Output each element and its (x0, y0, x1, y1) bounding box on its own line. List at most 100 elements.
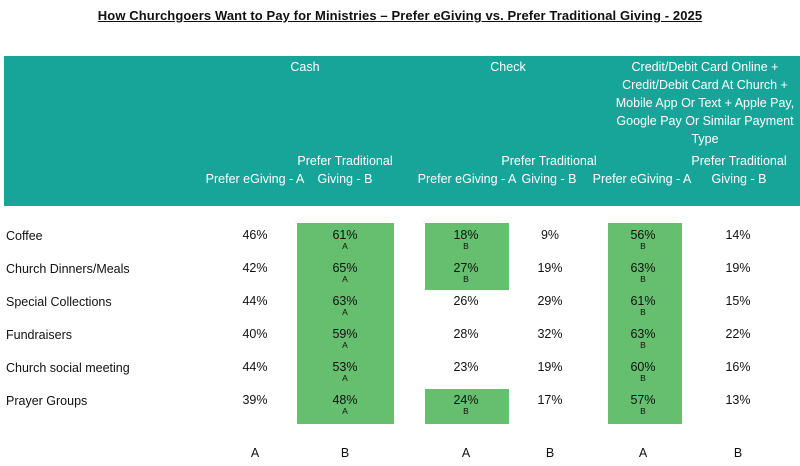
cell-value: 63% (630, 327, 656, 341)
table-cell: 29% (510, 294, 590, 308)
cell-value: 56% (630, 228, 656, 242)
significance-letter: A (342, 274, 348, 284)
table-cell: 13% (698, 393, 778, 407)
table-cell: 26% (426, 294, 506, 308)
row-label: Coffee (6, 229, 43, 243)
cell-value: 61% (332, 228, 358, 242)
table-cell: 61% B (603, 294, 683, 317)
cell-value: 29% (537, 294, 563, 308)
subheader-cash-traditional: Prefer Traditional Giving - B (297, 154, 393, 186)
table-cell: 59% A (305, 327, 385, 350)
cell-value: 13% (725, 393, 751, 407)
table-cell: 24% B (426, 393, 506, 416)
significance-letter: B (640, 274, 646, 284)
table-cell: 63% B (603, 261, 683, 284)
cell-value: 46% (242, 228, 268, 242)
cell-value: 19% (537, 261, 563, 275)
significance-letter: B (463, 406, 469, 416)
cell-value: 18% (453, 228, 479, 242)
cell-value: 42% (242, 261, 268, 275)
cell-value: 32% (537, 327, 563, 341)
table-cell: 9% (510, 228, 590, 242)
cell-value: 61% (630, 294, 656, 308)
table-cell: 18% B (426, 228, 506, 251)
cell-value: 59% (332, 327, 358, 341)
cell-value: 22% (725, 327, 751, 341)
table-cell: 22% (698, 327, 778, 341)
table-cell: 27% B (426, 261, 506, 284)
table-cell: 44% (215, 294, 295, 308)
significance-letter: A (342, 406, 348, 416)
row-label: Church social meeting (6, 361, 130, 375)
highlight-check-egiving-top (425, 223, 509, 290)
significance-letter: B (640, 406, 646, 416)
table-cell: 53% A (305, 360, 385, 383)
subheader-card-egiving: Prefer eGiving - A (592, 172, 692, 186)
table-cell: 19% (510, 360, 590, 374)
cell-value: 28% (453, 327, 479, 341)
significance-letter: B (463, 241, 469, 251)
table-cell: 56% B (603, 228, 683, 251)
cell-value: 39% (242, 393, 268, 407)
significance-letter: B (463, 274, 469, 284)
group-header-card: Credit/Debit Card Online + Credit/Debit … (615, 60, 795, 146)
table-cell: 65% A (305, 261, 385, 284)
table-cell: 40% (215, 327, 295, 341)
table-cell: 63% B (603, 327, 683, 350)
table-cell: 32% (510, 327, 590, 341)
table-cell: 61% A (305, 228, 385, 251)
table-cell: 28% (426, 327, 506, 341)
table-cell: 15% (698, 294, 778, 308)
row-label: Fundraisers (6, 328, 72, 342)
highlight-check-egiving-bottom (425, 389, 509, 424)
cell-value: 14% (725, 228, 751, 242)
highlight-card-egiving (608, 223, 682, 424)
cell-value: 9% (540, 228, 560, 242)
cell-value: 16% (725, 360, 751, 374)
row-label: Special Collections (6, 295, 112, 309)
cell-value: 57% (630, 393, 656, 407)
cell-value: 63% (332, 294, 358, 308)
significance-letter: B (640, 307, 646, 317)
cell-value: 48% (332, 393, 358, 407)
subheader-check-egiving: Prefer eGiving - A (417, 172, 517, 186)
significance-letter: B (640, 340, 646, 350)
footer-column-letter: B (340, 446, 350, 460)
subheader-card-traditional: Prefer Traditional Giving - B (691, 154, 787, 186)
table-cell: 46% (215, 228, 295, 242)
table-header-band (4, 56, 800, 206)
table-cell: 44% (215, 360, 295, 374)
row-label: Prayer Groups (6, 394, 88, 408)
cell-value: 40% (242, 327, 268, 341)
subheader-cash-egiving: Prefer eGiving - A (205, 172, 305, 186)
significance-letter: B (640, 241, 646, 251)
cell-value: 44% (242, 360, 268, 374)
cell-value: 23% (453, 360, 479, 374)
group-header-cash: Cash (290, 60, 320, 74)
cell-value: 19% (537, 360, 563, 374)
row-label: Church Dinners/Meals (6, 262, 130, 276)
table-cell: 14% (698, 228, 778, 242)
group-header-check: Check (490, 60, 526, 74)
significance-letter: A (342, 340, 348, 350)
cell-value: 53% (332, 360, 358, 374)
cell-value: 17% (537, 393, 563, 407)
table-cell: 19% (510, 261, 590, 275)
footer-column-letter: B (545, 446, 555, 460)
table-cell: 16% (698, 360, 778, 374)
footer-column-letter: A (461, 446, 471, 460)
significance-letter: A (342, 307, 348, 317)
table-cell: 17% (510, 393, 590, 407)
cell-value: 65% (332, 261, 358, 275)
table-cell: 42% (215, 261, 295, 275)
page-title: How Churchgoers Want to Pay for Ministri… (97, 8, 703, 23)
cell-value: 24% (453, 393, 479, 407)
subheader-check-traditional: Prefer Traditional Giving - B (501, 154, 597, 186)
cell-value: 15% (725, 294, 751, 308)
highlight-cash-traditional (297, 223, 394, 424)
cell-value: 26% (453, 294, 479, 308)
table-cell: 57% B (603, 393, 683, 416)
significance-letter: A (342, 241, 348, 251)
cell-value: 63% (630, 261, 656, 275)
footer-column-letter: A (250, 446, 260, 460)
